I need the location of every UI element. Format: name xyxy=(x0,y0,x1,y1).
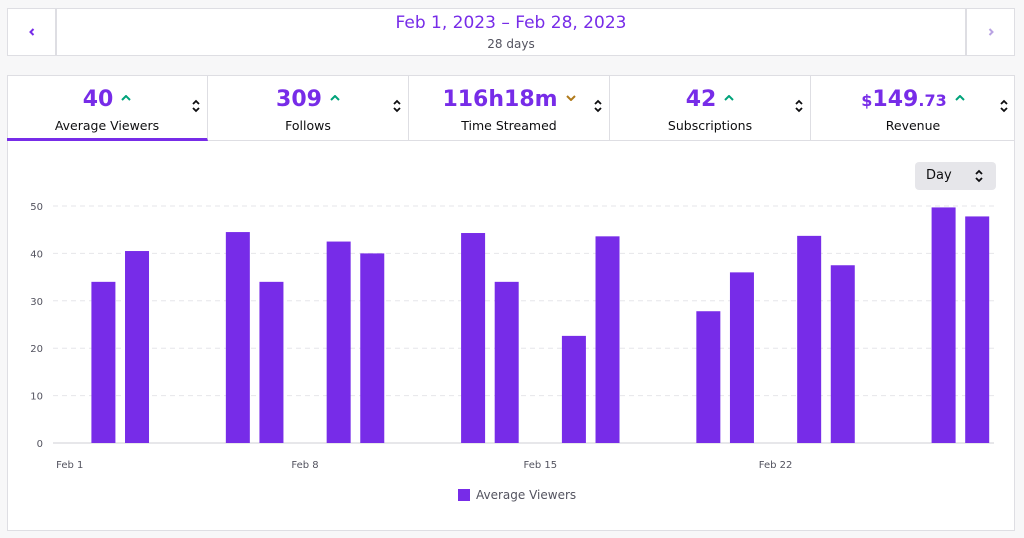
stat-label: Revenue xyxy=(885,118,941,133)
stat-value: 40 xyxy=(82,87,114,112)
sort-icon xyxy=(393,99,401,113)
y-tick-label: 0 xyxy=(37,439,43,450)
stat-tab[interactable]: 42 Subscriptions xyxy=(610,76,811,141)
sort-icon xyxy=(795,99,803,113)
stat-tab[interactable]: $149.73 Revenue xyxy=(811,76,1015,141)
legend-swatch xyxy=(458,489,470,501)
stat-tab[interactable]: 40 Average Viewers xyxy=(7,76,208,141)
x-tick-label: Feb 8 xyxy=(291,460,318,471)
trend-up xyxy=(330,95,340,101)
stat-tab[interactable]: 116h18m Time Streamed xyxy=(409,76,610,141)
stat-value: 116h18m xyxy=(442,87,558,112)
interval-value: Day xyxy=(926,168,952,183)
stat-label: Average Viewers xyxy=(54,118,160,133)
stat-value: 149 xyxy=(872,87,919,112)
sort-icon xyxy=(192,99,200,113)
day-count: 28 days xyxy=(487,37,535,51)
stat-label: Follows xyxy=(285,118,331,133)
stat-value: 42 xyxy=(685,87,717,112)
bar xyxy=(125,251,150,443)
sort-icon xyxy=(594,99,602,113)
bar xyxy=(965,216,990,443)
x-tick-label: Feb 1 xyxy=(56,460,83,471)
y-tick-label: 20 xyxy=(30,344,43,355)
stat-value: 309 xyxy=(276,87,322,112)
bar xyxy=(696,311,721,443)
next-icon xyxy=(988,28,994,36)
trend-up xyxy=(121,95,132,101)
next-button[interactable] xyxy=(966,8,1015,56)
stat-tab[interactable]: 309 Follows xyxy=(208,76,409,141)
bar xyxy=(830,265,855,443)
prev-icon xyxy=(28,28,34,36)
bar xyxy=(729,272,754,443)
bar xyxy=(326,241,351,443)
stat-label: Subscriptions xyxy=(667,118,753,133)
bar xyxy=(461,233,486,443)
interval-dropdown[interactable]: Day xyxy=(915,162,996,190)
stat-label: Time Streamed xyxy=(461,118,557,133)
trend-up xyxy=(724,95,735,101)
sort-icon xyxy=(1000,99,1008,113)
bar xyxy=(595,236,620,443)
y-tick-label: 50 xyxy=(30,202,43,213)
trend-up xyxy=(954,95,965,101)
date-range-text: Feb 1, 2023 – Feb 28, 2023 xyxy=(395,13,627,33)
dropdown-icon xyxy=(975,169,983,183)
bar xyxy=(561,335,586,443)
bar xyxy=(797,235,822,443)
x-tick-label: Feb 15 xyxy=(523,460,557,471)
y-tick-label: 10 xyxy=(30,392,43,403)
date-range[interactable]: Feb 1, 2023 – Feb 28, 2023 28 days xyxy=(56,8,966,56)
x-tick-label: Feb 22 xyxy=(759,460,793,471)
bar xyxy=(225,232,250,443)
legend-label: Average Viewers xyxy=(476,488,576,502)
bar xyxy=(259,281,284,443)
bar xyxy=(494,281,519,443)
stat-fraction: .73 xyxy=(918,91,947,110)
y-tick-label: 40 xyxy=(30,249,43,260)
currency: $ xyxy=(861,91,873,110)
y-tick-label: 30 xyxy=(30,297,43,308)
bar xyxy=(931,207,956,443)
bar xyxy=(91,281,116,443)
prev-button[interactable] xyxy=(7,8,56,56)
trend-down xyxy=(565,95,576,101)
bar xyxy=(360,253,385,443)
